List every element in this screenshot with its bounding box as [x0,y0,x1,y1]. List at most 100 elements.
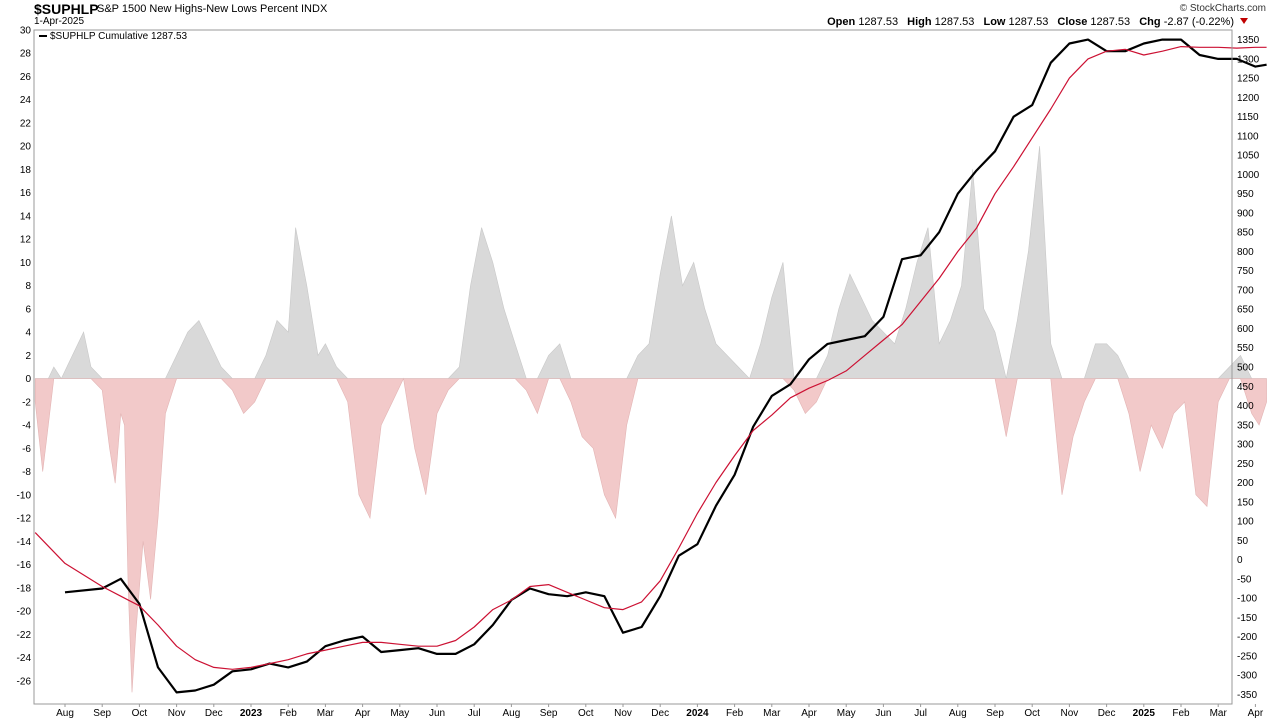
plot-border [33,29,1233,705]
x-tick-label: Dec [651,708,669,719]
left-tick-label: -4 [22,421,31,432]
left-tick-label: 2 [25,351,31,362]
left-tick-label: 14 [20,211,32,222]
left-tick-label: 16 [20,188,32,199]
x-tick-label: 2025 [1133,708,1156,719]
right-tick-label: 1200 [1237,93,1260,104]
x-tick-label: Oct [578,708,594,719]
x-tick-label: 2023 [240,708,263,719]
right-tick-label: 1250 [1237,74,1260,85]
right-tick-label: 600 [1237,324,1254,335]
left-tick-label: 24 [20,95,32,106]
right-tick-label: 500 [1237,363,1254,374]
series-lines [34,38,1267,694]
right-tick-label: 1300 [1237,54,1260,65]
x-tick-label: Aug [949,708,967,719]
ohlc-readout: Open 1287.53 High 1287.53 Low 1287.53 Cl… [821,16,1234,28]
x-tick-label: Aug [56,708,74,719]
down-arrow-icon [1240,18,1248,24]
right-tick-label: -350 [1237,690,1257,701]
chart-header: $SUPHLP S&P 1500 New Highs-New Lows Perc… [0,0,1280,30]
left-tick-label: 4 [25,328,31,339]
legend: $SUPHLP Cumulative 1287.53 [39,31,188,42]
left-tick-label: -6 [22,444,31,455]
x-tick-label: Nov [614,708,632,719]
left-tick-label: 12 [20,235,32,246]
x-tick-label: Sep [93,708,111,719]
chg-value: -2.87 (-0.22%) [1163,16,1234,28]
right-tick-label: 900 [1237,208,1254,219]
x-tick-label: Feb [1172,708,1190,719]
brand-watermark: © StockCharts.com [1179,3,1266,14]
x-tick-label: Mar [763,708,781,719]
x-tick-label: Nov [168,708,186,719]
symbol-title: $SUPHLP [34,1,99,17]
right-axis: 1350130012501200115011001050100095090085… [1237,35,1260,701]
x-tick-label: Feb [726,708,744,719]
symbol-description: S&P 1500 New Highs-New Lows Percent INDX [97,3,328,15]
x-tick-label: Sep [986,708,1004,719]
right-tick-label: 100 [1237,517,1254,528]
open-value: 1287.53 [858,16,899,28]
x-tick-label: 2024 [686,708,709,719]
left-tick-label: 6 [25,304,31,315]
right-tick-label: 300 [1237,440,1254,451]
right-tick-label: 1050 [1237,151,1260,162]
x-tick-label: Jul [914,708,927,719]
close-value: 1287.53 [1090,16,1131,28]
right-tick-label: 1350 [1237,35,1260,46]
right-tick-label: 1150 [1237,112,1259,123]
left-axis: 302826242220181614121086420-2-4-6-8-10-1… [17,26,32,688]
x-tick-label: Jun [875,708,891,719]
right-tick-label: 650 [1237,305,1254,316]
right-tick-label: -250 [1237,651,1257,662]
x-tick-label: Feb [280,708,298,719]
right-tick-label: -200 [1237,632,1257,643]
right-tick-label: 850 [1237,228,1254,239]
left-tick-label: -20 [17,607,32,618]
left-tick-label: -26 [17,676,32,687]
x-tick-label: Oct [132,708,148,719]
legend-label: $SUPHLP Cumulative 1287.53 [50,31,188,42]
left-tick-label: 22 [20,118,32,129]
x-tick-label: Aug [503,708,521,719]
left-tick-label: -24 [17,653,32,664]
low-value: 1287.53 [1008,16,1049,28]
plot-frame [33,29,1233,705]
open-label: Open [827,16,856,28]
left-tick-label: -22 [17,630,32,641]
x-tick-label: Apr [355,708,371,719]
left-tick-label: 20 [20,142,32,153]
cumulative-line [64,38,1267,694]
x-axis: Aug Sep Oct Nov Dec 2023 Feb Mar Apr May Jun Jul Aug… [56,704,1264,719]
right-tick-label: 1000 [1237,170,1260,181]
x-tick-label: Sep [540,708,558,719]
right-tick-label: 450 [1237,382,1254,393]
left-tick-label: -14 [17,537,32,548]
right-tick-label: 0 [1237,555,1243,566]
x-tick-label: Dec [1098,708,1116,719]
left-tick-label: 8 [25,281,31,292]
right-tick-label: 550 [1237,343,1254,354]
chart-date: 1-Apr-2025 [34,16,85,27]
right-tick-label: 250 [1237,459,1254,470]
negative-area [34,377,1267,693]
hlp-area [34,146,1267,693]
right-tick-label: 50 [1237,536,1249,547]
high-label: High [907,16,932,28]
right-tick-label: -100 [1237,594,1257,605]
x-tick-label: Apr [1248,708,1264,719]
right-tick-label: -150 [1237,613,1257,624]
x-tick-label: Jun [429,708,445,719]
x-tick-label: Nov [1061,708,1079,719]
left-tick-label: 28 [20,49,32,60]
x-tick-label: Mar [1210,708,1228,719]
right-tick-label: 800 [1237,247,1254,258]
right-tick-label: -50 [1237,574,1252,585]
left-tick-label: -2 [22,397,31,408]
low-label: Low [983,16,1006,28]
positive-area [35,146,1267,380]
left-tick-label: 30 [20,26,32,37]
right-tick-label: 400 [1237,401,1254,412]
left-tick-label: -12 [17,514,32,525]
